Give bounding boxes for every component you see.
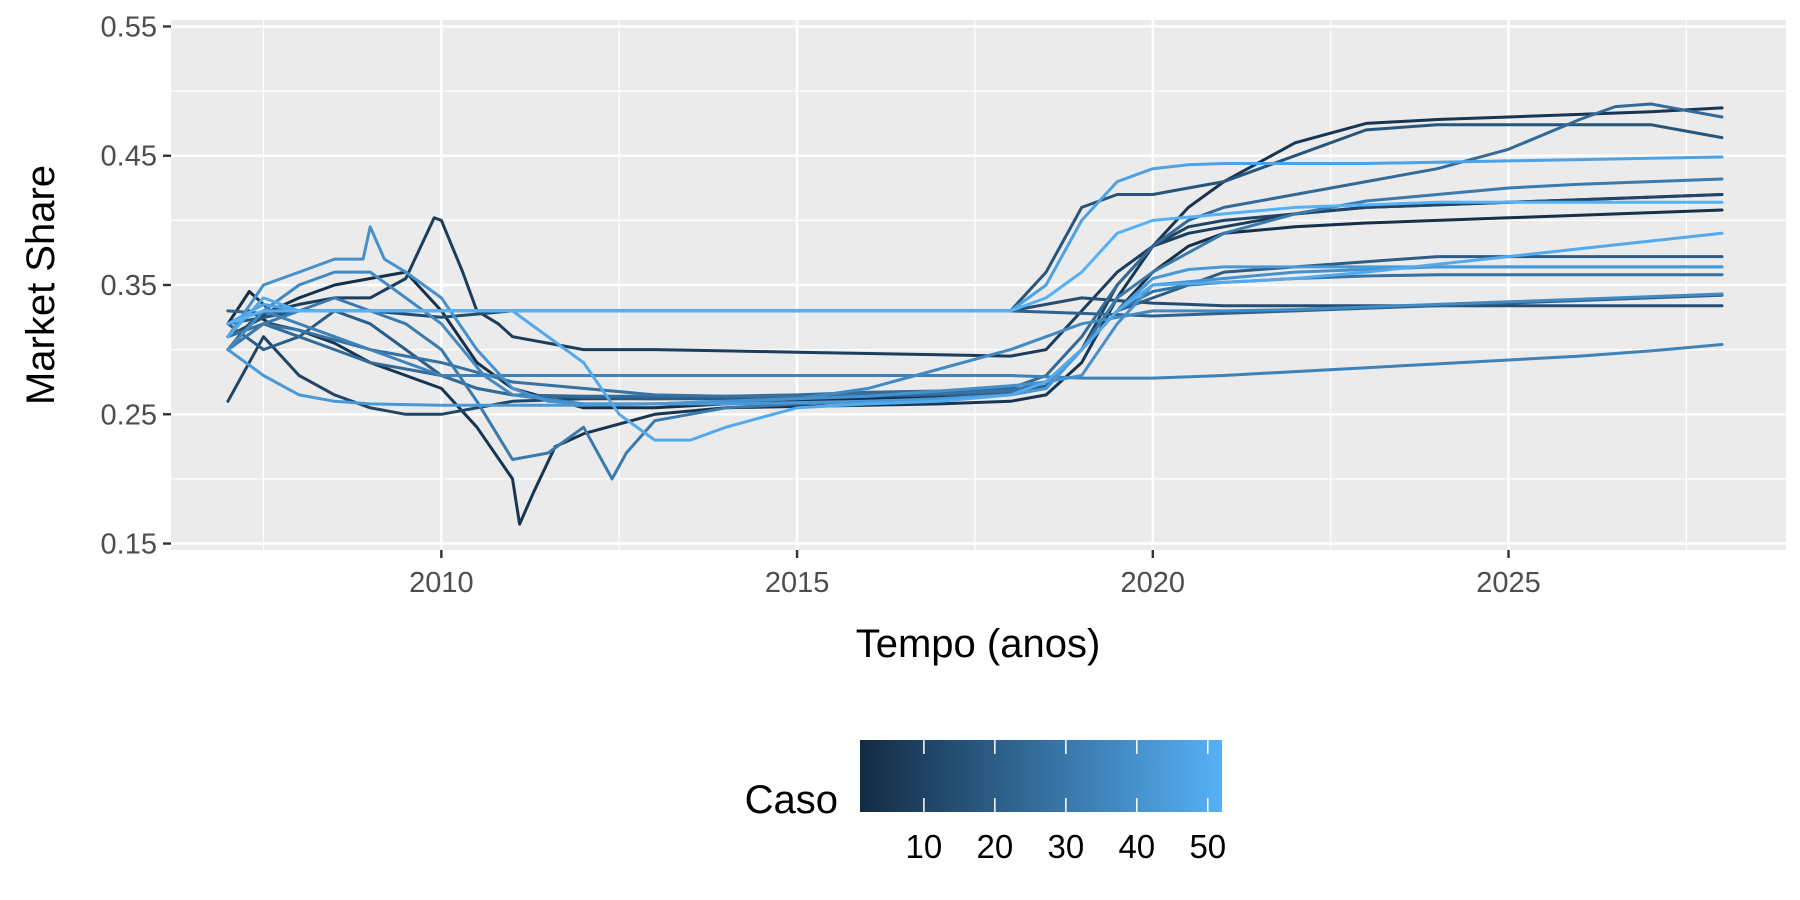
y-tick-label: 0.55: [101, 11, 157, 43]
y-axis: 0.15 0.25 0.35 0.45 0.55: [101, 11, 171, 561]
legend-colorbar: [860, 740, 1222, 812]
legend-title: Caso: [745, 778, 838, 822]
series-line-caso-52: [226, 200, 1724, 326]
series-line-caso-34: [226, 309, 1724, 380]
colorbar-tick-label: 30: [1047, 828, 1084, 865]
x-tick-label: 2010: [409, 567, 474, 599]
x-tick-label: 2020: [1121, 567, 1186, 599]
y-tick-label: 0.45: [101, 141, 157, 173]
legend-colorbar-ticks: 10 20 30 40 50: [906, 740, 1226, 865]
x-axis-title: Tempo (anos): [856, 622, 1101, 666]
series-line-caso-25: [226, 102, 1724, 398]
series-lines: [226, 102, 1724, 526]
y-tick-label: 0.25: [101, 399, 157, 431]
colorbar-tick-label: 10: [906, 828, 943, 865]
series-line-caso-3: [226, 208, 1724, 410]
x-axis: 2010 2015 2020 2025: [409, 550, 1541, 599]
y-axis-title: Market Share: [19, 165, 63, 405]
legend: Caso 10 20 30 40 50: [745, 740, 1226, 865]
y-tick-label: 0.35: [101, 270, 157, 302]
series-line-caso-37: [226, 270, 1724, 406]
grid-major-lines: [171, 20, 1786, 550]
colorbar-tick-label: 50: [1189, 828, 1226, 865]
x-tick-label: 2015: [765, 567, 830, 599]
y-tick-label: 0.15: [101, 529, 157, 561]
series-line-caso-40: [226, 225, 1724, 406]
colorbar-tick-label: 40: [1118, 828, 1155, 865]
x-tick-label: 2025: [1476, 567, 1541, 599]
colorbar-tick-label: 20: [977, 828, 1014, 865]
